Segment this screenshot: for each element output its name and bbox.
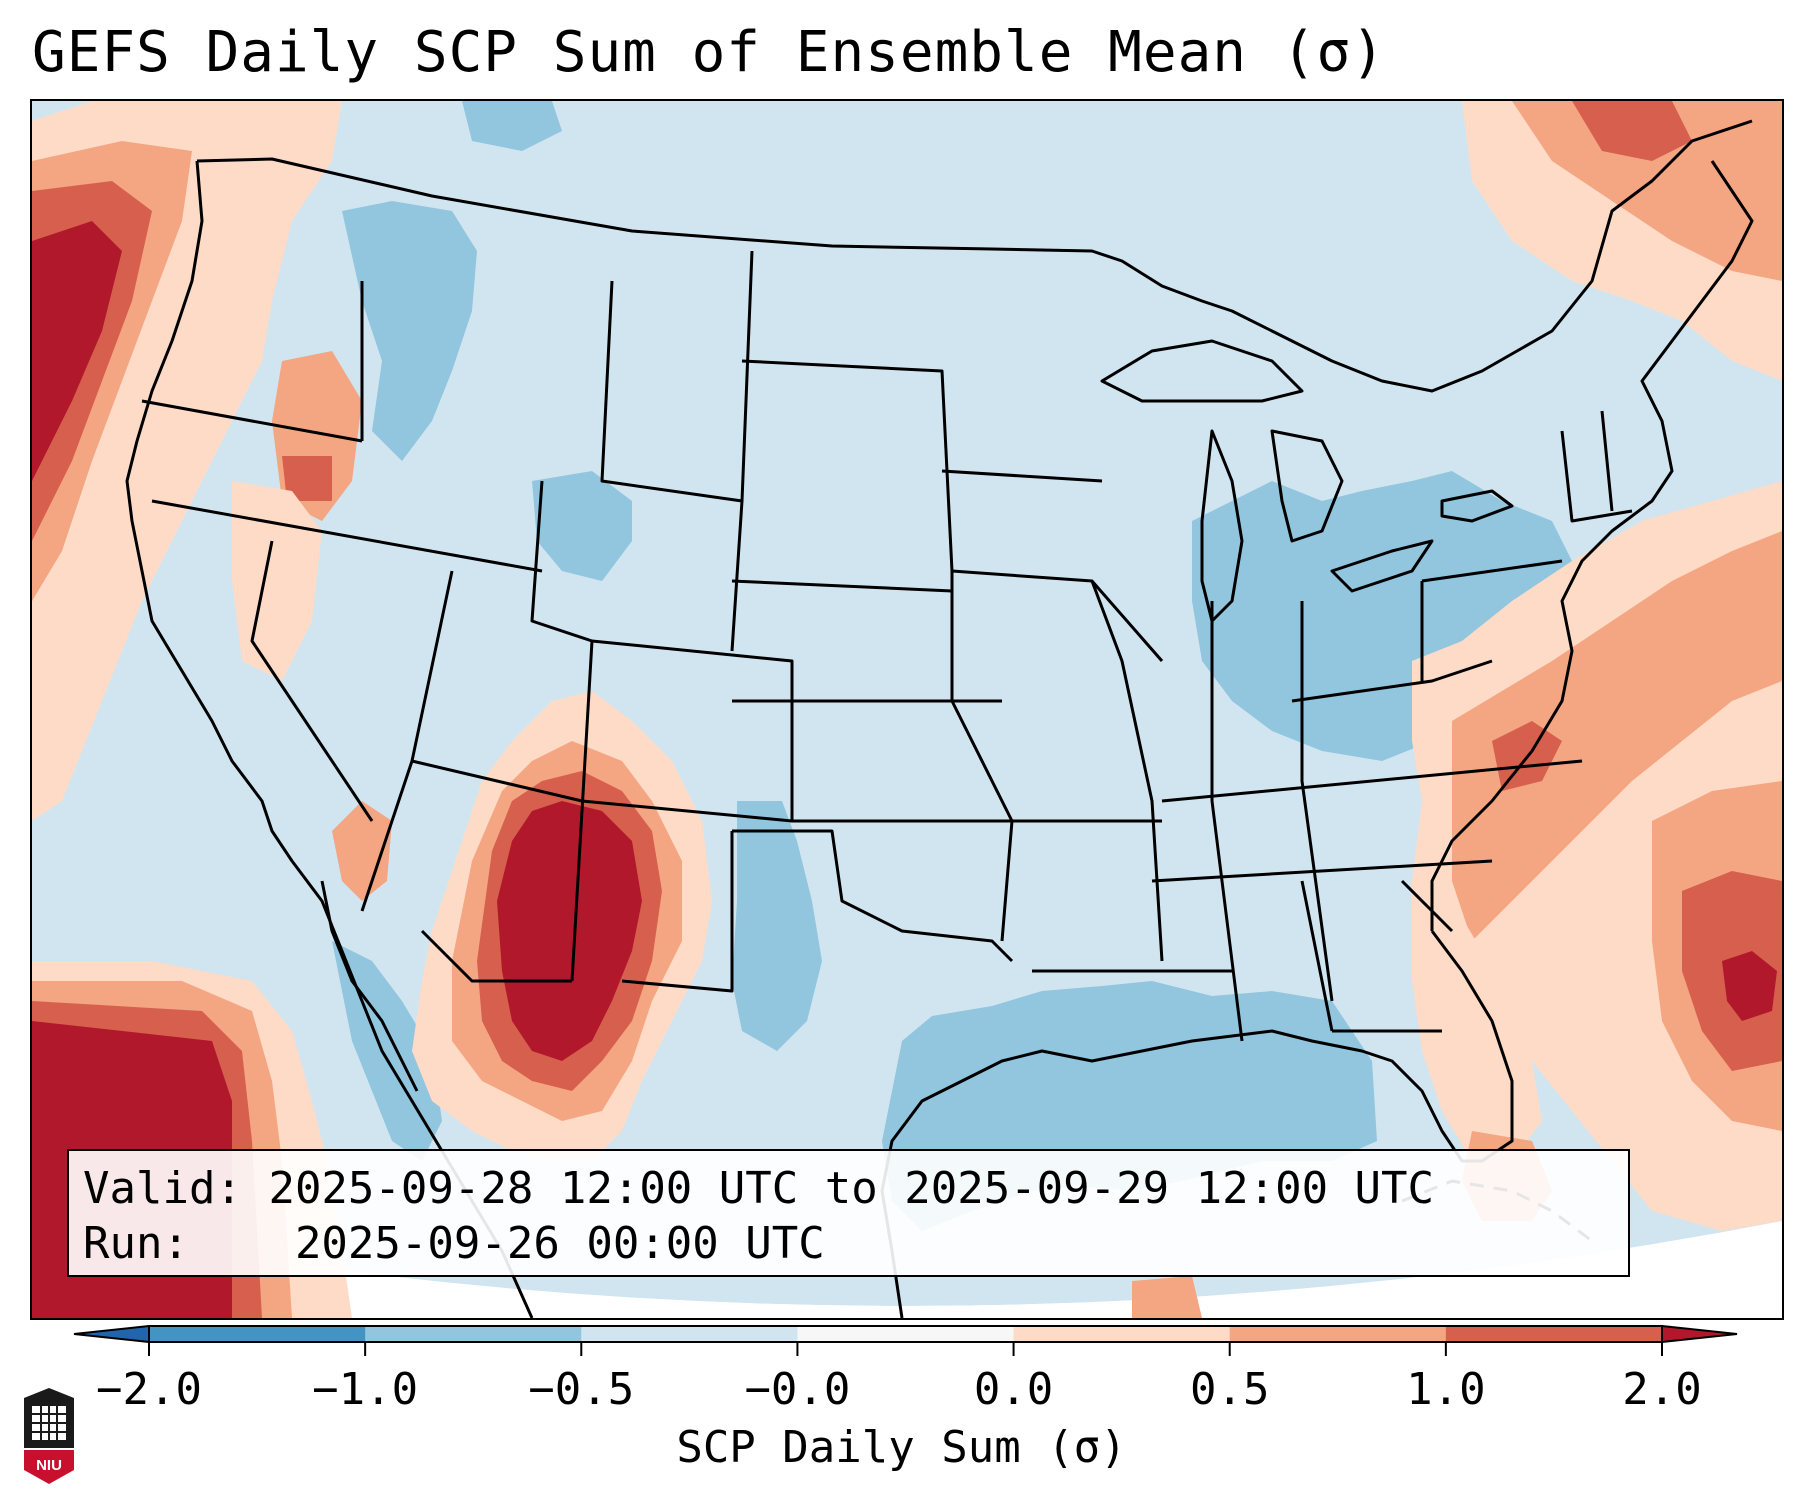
state-line — [151, 499, 543, 573]
pacific-coastline — [125, 160, 534, 1318]
idaho-montana-low — [342, 201, 477, 461]
run-value: 2025-09-26 00:00 UTC — [294, 1218, 825, 1269]
state-line — [1291, 659, 1493, 703]
east-coast-mid — [1452, 531, 1782, 941]
lake-erie — [1330, 539, 1434, 593]
state-line — [621, 831, 734, 993]
valid-label: Valid: — [83, 1163, 242, 1214]
state-line — [141, 399, 363, 443]
map-title: GEFS Daily SCP Sum of Ensemble Mean (σ) — [32, 20, 1386, 85]
run-label: Run: — [83, 1218, 189, 1269]
colorbar-tick-label: −0.0 — [744, 1364, 851, 1415]
niu-logo-text: NIU — [36, 1457, 62, 1474]
valid-run-info-box: Valid: 2025-09-28 12:00 UTC to 2025-09-2… — [67, 1149, 1630, 1277]
state-line — [941, 469, 1103, 483]
state-line — [731, 579, 953, 593]
southwest-max — [497, 801, 642, 1061]
map-outside-domain — [32, 1221, 1782, 1318]
baja-coastline — [320, 880, 419, 1092]
map-svg — [32, 101, 1782, 1318]
oregon-spot-strong — [282, 456, 332, 501]
colorbar-segment — [797, 1326, 1015, 1342]
mexico-south-spot — [1132, 1276, 1202, 1318]
canada-low — [462, 101, 562, 151]
atlantic-max — [1722, 951, 1777, 1021]
colorbar-tick-label: −0.5 — [528, 1364, 635, 1415]
colorbar-extend-low — [74, 1326, 149, 1342]
state-line — [1600, 410, 1614, 512]
us-canada-border — [196, 119, 1753, 393]
state-line — [1151, 859, 1493, 883]
lake-ontario — [1440, 489, 1514, 523]
atlantic-coastline — [1430, 160, 1754, 931]
map-panel — [30, 99, 1784, 1320]
state-line — [1210, 800, 1244, 1042]
baja-spot — [332, 801, 392, 901]
colorbar-segment — [1229, 1326, 1447, 1342]
colorbar-extend-high — [1662, 1326, 1737, 1342]
state-line — [740, 250, 754, 502]
new-england-strong — [1572, 101, 1692, 161]
state-line — [1300, 601, 1334, 1002]
florida-light — [1412, 881, 1542, 1161]
state-line — [420, 929, 572, 983]
state-line — [250, 540, 374, 822]
niu-logo: NIU — [24, 1388, 74, 1484]
colorbar-tick-label: −1.0 — [312, 1364, 419, 1415]
colorbar-segment — [1445, 1326, 1663, 1342]
colorbar-tick-label: 0.5 — [1189, 1364, 1270, 1415]
state-line — [1421, 559, 1563, 583]
colorbar-segment — [365, 1326, 582, 1342]
colorbar-extend-outline — [1661, 1325, 1738, 1343]
positive-scp-areas — [32, 101, 1782, 1318]
state-line — [732, 829, 1014, 963]
colorbar — [73, 1325, 1738, 1356]
state-line — [600, 280, 744, 652]
lake-huron — [1270, 429, 1344, 543]
state-line — [1300, 880, 1334, 1032]
colorbar-tick-label: 2.0 — [1622, 1364, 1702, 1415]
colorbar-tick-label: 1.0 — [1406, 1364, 1486, 1415]
lake-michigan — [1200, 429, 1244, 623]
colorbar-frame — [148, 1325, 1663, 1343]
colorbar-segment — [149, 1326, 366, 1342]
pacific-nw-max — [32, 221, 122, 481]
gulf-coastline — [880, 930, 1514, 1318]
colorbar-tick-label: −2.0 — [96, 1364, 202, 1415]
colorbar-tick-label: 0.0 — [973, 1364, 1054, 1415]
state-line — [570, 640, 594, 982]
valid-value: 2025-09-28 12:00 UTC to 2025-09-29 12:00… — [268, 1163, 1435, 1214]
colorbar-segment — [1013, 1326, 1231, 1342]
wyoming-low — [532, 471, 632, 581]
lake-superior — [1100, 339, 1304, 403]
colorbar-extend-outline — [73, 1325, 150, 1343]
texas-panhandle-low — [732, 801, 822, 1051]
map-borders — [125, 119, 1754, 1318]
new-england-mid — [1512, 101, 1782, 281]
state-line — [411, 759, 1002, 823]
colorbar-label: SCP Daily Sum (σ) — [676, 1422, 1127, 1473]
state-line — [1161, 759, 1583, 803]
state-line — [1400, 879, 1454, 933]
colorbar-segment — [581, 1326, 798, 1342]
state-line — [1560, 430, 1633, 523]
